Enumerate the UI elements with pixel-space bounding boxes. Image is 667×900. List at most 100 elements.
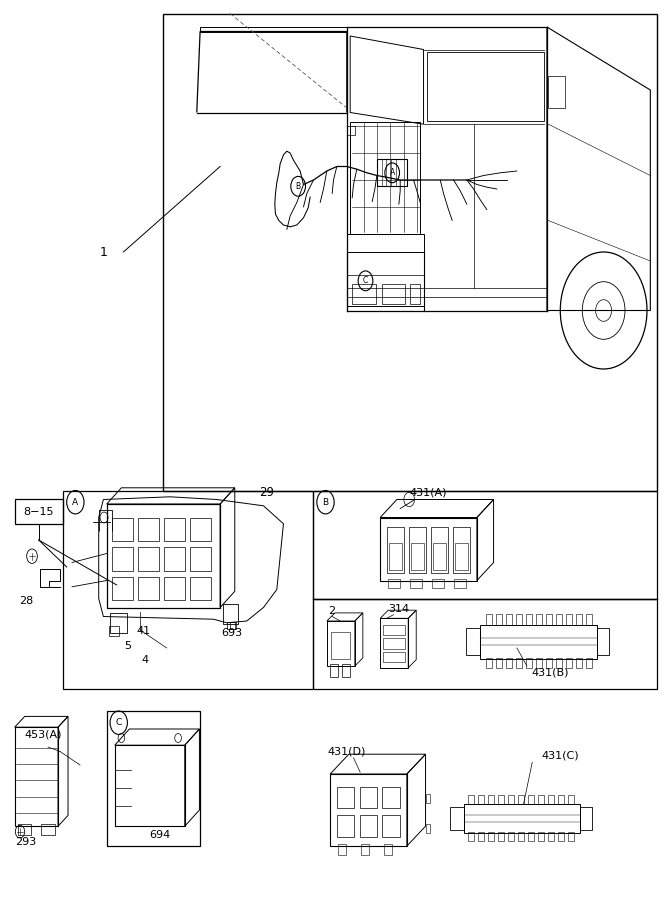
Bar xyxy=(558,832,564,841)
Bar xyxy=(63,491,313,688)
Bar xyxy=(454,579,466,588)
Bar xyxy=(568,795,574,804)
Bar xyxy=(107,711,200,846)
Text: 29: 29 xyxy=(259,487,274,500)
Bar xyxy=(568,832,574,841)
Bar xyxy=(566,658,572,668)
Bar xyxy=(486,614,492,625)
Bar xyxy=(538,832,544,841)
Bar xyxy=(138,518,159,541)
Text: 431(D): 431(D) xyxy=(327,746,366,756)
Bar xyxy=(410,579,422,588)
Bar xyxy=(337,787,354,808)
Bar xyxy=(426,794,430,803)
Bar xyxy=(227,622,235,629)
Bar xyxy=(586,658,592,668)
Bar xyxy=(382,815,400,837)
Bar xyxy=(518,795,524,804)
Bar xyxy=(380,618,408,668)
Bar xyxy=(330,774,407,846)
Bar xyxy=(389,543,402,570)
Bar xyxy=(380,518,477,580)
Bar xyxy=(546,658,552,668)
Bar xyxy=(410,284,420,304)
Text: 431(A): 431(A) xyxy=(410,488,447,498)
Bar xyxy=(558,795,564,804)
Bar xyxy=(580,807,592,830)
Bar xyxy=(453,526,470,573)
Text: 2: 2 xyxy=(329,606,336,616)
Bar xyxy=(15,500,63,524)
Bar xyxy=(506,614,512,625)
Bar xyxy=(41,824,55,835)
Bar xyxy=(528,795,534,804)
Bar xyxy=(377,159,407,186)
Bar xyxy=(496,614,502,625)
Bar xyxy=(361,844,369,855)
Bar xyxy=(337,815,354,837)
Text: 41: 41 xyxy=(136,626,151,635)
Bar xyxy=(350,122,420,234)
Bar xyxy=(433,543,446,570)
Bar xyxy=(480,625,597,659)
Bar xyxy=(382,787,400,808)
Bar xyxy=(109,626,119,636)
Bar xyxy=(15,727,58,826)
Bar xyxy=(327,621,355,666)
Bar xyxy=(338,844,346,855)
Bar xyxy=(383,625,405,635)
Bar xyxy=(107,504,220,608)
Text: 453(A): 453(A) xyxy=(25,730,62,740)
Bar xyxy=(508,832,514,841)
Text: A: A xyxy=(390,168,395,177)
Bar xyxy=(488,832,494,841)
Bar xyxy=(347,126,355,135)
Bar xyxy=(546,614,552,625)
Bar xyxy=(18,824,31,835)
Bar xyxy=(455,543,468,570)
Bar xyxy=(506,658,512,668)
Bar xyxy=(450,807,464,830)
Bar xyxy=(190,547,211,571)
Bar xyxy=(498,832,504,841)
Text: 314: 314 xyxy=(388,604,410,614)
Text: C: C xyxy=(363,276,368,285)
Bar xyxy=(164,577,185,600)
Bar xyxy=(387,526,404,573)
Bar xyxy=(468,832,474,841)
Bar xyxy=(486,658,492,668)
Bar xyxy=(516,614,522,625)
Bar xyxy=(384,844,392,855)
Bar xyxy=(164,547,185,571)
Bar xyxy=(556,658,562,668)
Bar xyxy=(411,543,424,570)
Bar xyxy=(115,745,185,826)
Bar xyxy=(548,76,565,108)
Bar xyxy=(223,604,238,624)
Text: C: C xyxy=(115,718,122,727)
Bar xyxy=(112,547,133,571)
Bar xyxy=(360,787,377,808)
Bar xyxy=(313,598,657,688)
Text: A: A xyxy=(72,498,79,507)
Bar xyxy=(313,491,657,598)
Bar xyxy=(164,518,185,541)
Bar xyxy=(388,579,400,588)
Bar xyxy=(330,664,338,677)
Text: B: B xyxy=(322,498,329,507)
Bar xyxy=(190,518,211,541)
Bar xyxy=(230,622,236,629)
Bar xyxy=(426,824,430,832)
Bar xyxy=(597,628,609,655)
Bar xyxy=(528,832,534,841)
Bar xyxy=(566,614,572,625)
Bar xyxy=(112,518,133,541)
Bar xyxy=(360,815,377,837)
Bar xyxy=(331,632,350,659)
Bar xyxy=(383,652,405,662)
Bar xyxy=(163,14,657,490)
Bar xyxy=(518,832,524,841)
Bar xyxy=(516,658,522,668)
Bar xyxy=(190,577,211,600)
Bar xyxy=(536,614,542,625)
